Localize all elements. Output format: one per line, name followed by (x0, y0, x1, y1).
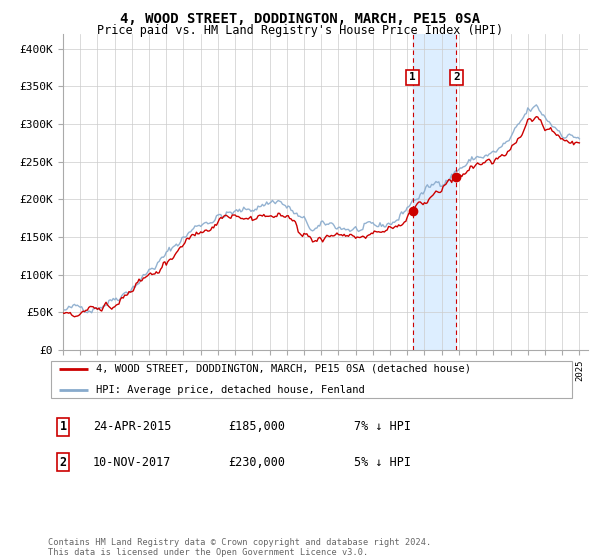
Text: Contains HM Land Registry data © Crown copyright and database right 2024.
This d: Contains HM Land Registry data © Crown c… (48, 538, 431, 557)
Text: 7% ↓ HPI: 7% ↓ HPI (354, 420, 411, 433)
Text: 5% ↓ HPI: 5% ↓ HPI (354, 455, 411, 469)
FancyBboxPatch shape (50, 361, 572, 398)
Text: 2: 2 (59, 455, 67, 469)
Text: HPI: Average price, detached house, Fenland: HPI: Average price, detached house, Fenl… (95, 385, 364, 395)
Text: £185,000: £185,000 (228, 420, 285, 433)
Text: 4, WOOD STREET, DODDINGTON, MARCH, PE15 0SA (detached house): 4, WOOD STREET, DODDINGTON, MARCH, PE15 … (95, 364, 470, 374)
Text: 4, WOOD STREET, DODDINGTON, MARCH, PE15 0SA: 4, WOOD STREET, DODDINGTON, MARCH, PE15 … (120, 12, 480, 26)
Text: 10-NOV-2017: 10-NOV-2017 (93, 455, 172, 469)
Text: 1: 1 (59, 420, 67, 433)
Text: 1: 1 (409, 72, 416, 82)
Text: £230,000: £230,000 (228, 455, 285, 469)
Text: Price paid vs. HM Land Registry's House Price Index (HPI): Price paid vs. HM Land Registry's House … (97, 24, 503, 36)
Bar (413, 34, 457, 350)
Text: 24-APR-2015: 24-APR-2015 (93, 420, 172, 433)
Text: 2: 2 (453, 72, 460, 82)
